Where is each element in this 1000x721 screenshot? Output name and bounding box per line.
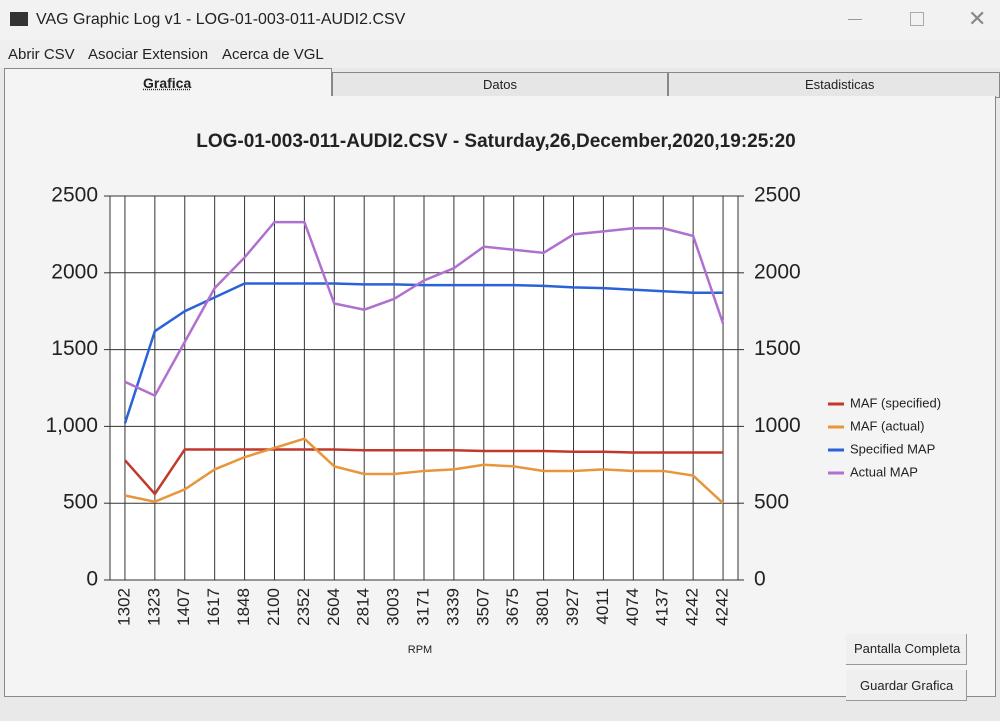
tab[interactable]: Datos [332, 72, 668, 98]
tab-label: Estadisticas [805, 77, 875, 92]
window-title: VAG Graphic Log v1 - LOG-01-003-011-AUDI… [36, 11, 406, 28]
legend-label: MAF (actual) [850, 418, 924, 433]
button[interactable]: Pantalla Completa [846, 634, 967, 665]
series-line [124, 448, 724, 497]
tab[interactable]: Estadisticas [668, 72, 1000, 98]
maximize-button[interactable] [910, 12, 924, 26]
y2-tick-label: 500 [754, 491, 789, 514]
x-tick-label: 2814 [354, 588, 373, 626]
y-tick-label: 1500 [51, 337, 98, 360]
y-tick-label: 1,000 [45, 414, 98, 437]
x-tick-label: 3339 [443, 588, 462, 626]
series-line [124, 437, 724, 505]
legend-label: MAF (specified) [850, 395, 941, 410]
x-tick-label: 3507 [473, 588, 492, 626]
x-tick-label: 2100 [264, 588, 283, 626]
y2-tick-label: 0 [754, 568, 766, 591]
series-line [124, 220, 725, 398]
tab-label: Grafica [143, 75, 192, 91]
x-tick-label: 4137 [653, 588, 672, 626]
y-tick-label: 500 [63, 491, 98, 514]
tab[interactable]: Grafica [4, 68, 332, 97]
x-tick-label: 3003 [384, 588, 403, 626]
legend-label: Specified MAP [850, 441, 935, 456]
x-tick-label: 1617 [204, 588, 223, 626]
x-tick-label: 1302 [114, 588, 133, 626]
menu-item[interactable]: Abrir CSV [8, 46, 75, 63]
y2-tick-label: 2000 [754, 260, 801, 283]
legend-label: Actual MAP [850, 464, 918, 479]
x-tick-label: 4011 [593, 588, 612, 625]
menu-item[interactable]: Acerca de VGL [222, 46, 324, 63]
menu-bar: Abrir CSV Asociar Extension Acerca de VG… [0, 40, 1000, 68]
series-line [123, 282, 724, 424]
y-tick-label: 2500 [51, 184, 98, 207]
y2-tick-label: 2500 [754, 184, 801, 207]
x-tick-label: 3801 [533, 588, 552, 626]
button-label: Pantalla Completa [854, 641, 961, 656]
x-axis-label: RPM [408, 644, 432, 656]
y-tick-label: 0 [86, 568, 98, 591]
x-tick-label: 4074 [623, 588, 642, 626]
app-icon [10, 12, 28, 26]
x-tick-label: 2352 [294, 588, 313, 626]
y-tick-label: 2000 [51, 260, 98, 283]
x-tick-label: 2604 [324, 588, 343, 626]
x-tick-label: 3927 [563, 588, 582, 626]
x-tick-label: 1407 [174, 588, 193, 626]
minimize-button[interactable] [848, 19, 862, 20]
menu-item[interactable]: Asociar Extension [88, 46, 209, 63]
tab-label: Datos [483, 77, 517, 92]
x-tick-label: 3675 [503, 588, 522, 626]
x-tick-label: 4242 [713, 588, 732, 626]
chart-title: LOG-01-003-011-AUDI2.CSV - Saturday,26,D… [196, 131, 796, 152]
button[interactable]: Guardar Grafica [846, 670, 967, 701]
title-bar: VAG Graphic Log v1 - LOG-01-003-011-AUDI… [0, 0, 1000, 40]
button-label: Guardar Grafica [860, 678, 954, 693]
y2-tick-label: 1000 [754, 414, 801, 437]
close-button[interactable]: ✕ [968, 6, 987, 31]
x-tick-label: 3171 [413, 588, 432, 626]
x-tick-label: 4242 [683, 588, 702, 626]
y2-tick-label: 1500 [754, 337, 801, 360]
x-tick-label: 1323 [144, 588, 163, 626]
x-tick-label: 1848 [234, 588, 253, 626]
